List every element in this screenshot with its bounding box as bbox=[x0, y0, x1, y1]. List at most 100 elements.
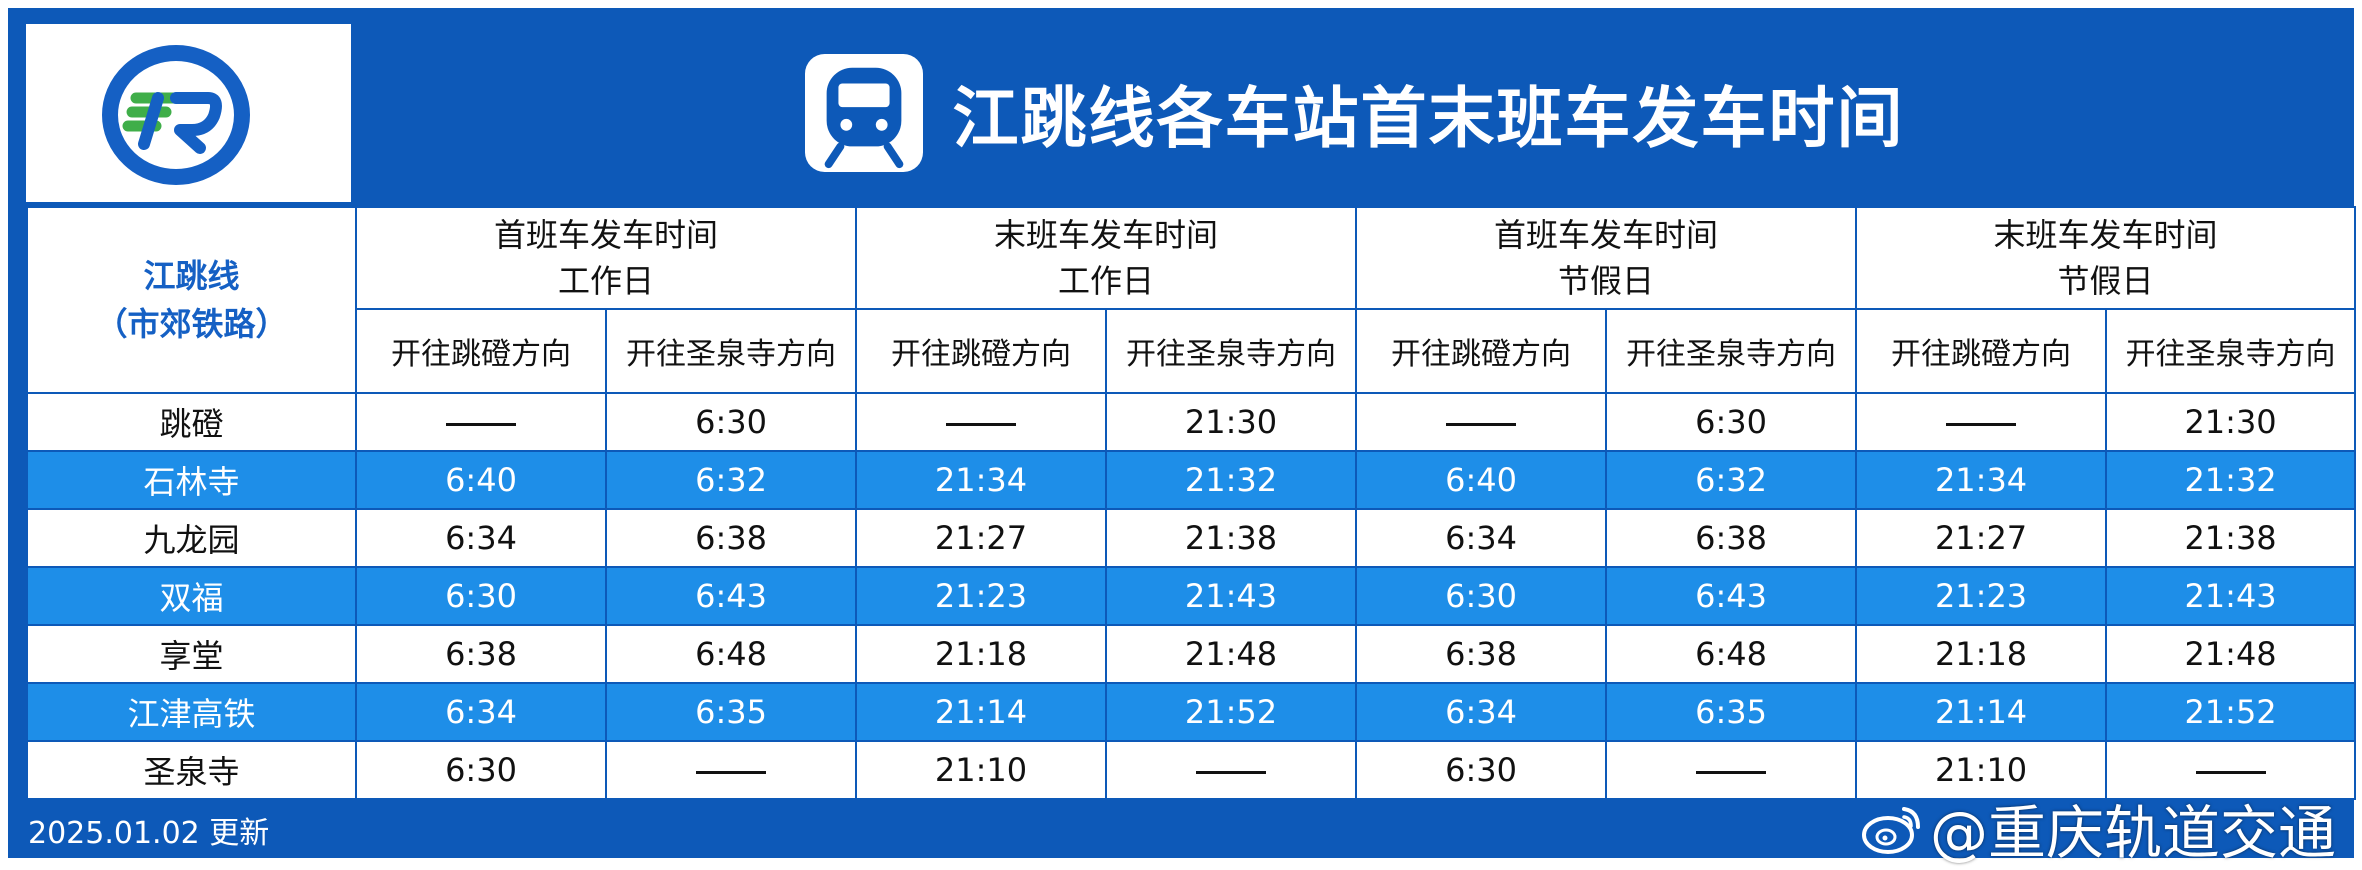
direction-header: 开往圣泉寺方向 bbox=[604, 308, 858, 394]
time-cell: 6:32 bbox=[604, 450, 858, 510]
time-cell: 6:32 bbox=[1605, 450, 1858, 510]
time-cell: 6:40 bbox=[1355, 450, 1608, 510]
rail-logo-icon bbox=[102, 45, 250, 185]
time-cell: 21:52 bbox=[1105, 682, 1358, 742]
direction-header: 开往圣泉寺方向 bbox=[1605, 308, 1858, 394]
no-service-dash bbox=[1196, 770, 1267, 774]
group-header-line1: 首班车发车时间 bbox=[1494, 216, 1719, 254]
page-title: 江跳线各车站首末班车发车时间 bbox=[952, 80, 1905, 157]
no-service-dash bbox=[1696, 770, 1767, 774]
table-row: 双福 6:30 6:43 21:23 21:43 6:30 6:43 21:23 21:43 bbox=[26, 566, 2357, 626]
header-row-groups: 江跳线 （市郊铁路） 首班车发车时间 工作日 末班车发车时间 工作日 首班车发车… bbox=[26, 206, 2357, 394]
time-cell: 6:34 bbox=[1355, 508, 1608, 568]
logo-box bbox=[26, 24, 351, 202]
no-service-dash bbox=[696, 770, 766, 774]
time-cell: 6:43 bbox=[604, 566, 858, 626]
no-service-cell bbox=[355, 392, 607, 452]
table-row: 享堂 6:38 6:48 21:18 21:48 6:38 6:48 21:18 21:48 bbox=[26, 624, 2357, 684]
time-cell: 6:35 bbox=[1605, 682, 1858, 742]
title-bar: 江跳线各车站首末班车发车时间 bbox=[355, 24, 2354, 202]
direction-header: 开往跳磴方向 bbox=[855, 308, 1108, 394]
group-header-line1: 末班车发车时间 bbox=[994, 216, 1219, 254]
time-cell: 21:27 bbox=[1855, 508, 2108, 568]
time-cell: 21:34 bbox=[1855, 450, 2108, 510]
time-cell: 6:38 bbox=[355, 624, 607, 684]
no-service-cell bbox=[1855, 392, 2108, 452]
header-row-directions: 开往跳磴方向 开往圣泉寺方向 开往跳磴方向 开往圣泉寺方向 开往跳磴方向 开往圣泉寺方向开… bbox=[27, 308, 2357, 394]
direction-header: 开往跳磴方向 bbox=[355, 308, 607, 394]
watermark: @重庆轨道交通 bbox=[1860, 786, 2336, 870]
no-service-dash bbox=[946, 422, 1017, 426]
time-cell: 21:32 bbox=[2105, 450, 2357, 510]
no-service-cell bbox=[1355, 392, 1608, 452]
station-name: 享堂 bbox=[26, 624, 357, 684]
watermark-text: @重庆轨道交通 bbox=[1929, 799, 2336, 867]
time-cell: 6:30 bbox=[355, 566, 607, 626]
group-header: 首班车发车时间 工作日 bbox=[354, 206, 858, 310]
group-header-line1: 末班车发车时间 bbox=[1993, 216, 2218, 254]
time-cell: 21:18 bbox=[855, 624, 1108, 684]
time-cell: 21:48 bbox=[2105, 624, 2357, 684]
schedule-table: 江跳线 （市郊铁路） 首班车发车时间 工作日 末班车发车时间 工作日 首班车发车… bbox=[26, 206, 2357, 800]
station-name: 跳磴 bbox=[26, 392, 357, 452]
time-cell: 21:18 bbox=[1855, 624, 2108, 684]
station-name: 石林寺 bbox=[26, 450, 357, 510]
station-rows: 跳磴 6:30 21:30 6:30 21:30 石林寺 6:40 6:32 21:34 21:3… bbox=[26, 392, 2357, 800]
time-cell: 21:23 bbox=[1855, 566, 2108, 626]
time-cell: 6:35 bbox=[604, 682, 858, 742]
no-service-dash bbox=[446, 422, 516, 426]
weibo-icon bbox=[1861, 807, 1920, 854]
time-cell: 21:10 bbox=[1855, 740, 2108, 800]
time-cell: 21:52 bbox=[2105, 682, 2357, 742]
time-cell: 6:38 bbox=[1355, 624, 1608, 684]
time-cell: 6:34 bbox=[355, 508, 607, 568]
time-cell: 6:30 bbox=[355, 740, 607, 800]
group-header: 首班车发车时间 节假日 bbox=[1355, 206, 1858, 310]
time-cell: 6:43 bbox=[1605, 566, 1858, 626]
line-name-cell: 江跳线 （市郊铁路） bbox=[26, 206, 357, 394]
time-cell: 6:38 bbox=[1605, 508, 1858, 568]
time-cell: 21:10 bbox=[855, 740, 1108, 800]
metro-train-icon bbox=[804, 54, 923, 172]
timetable-frame: 江跳线各车站首末班车发车时间 江跳线 （市郊铁路） 首班车发车时间 工作日 末班… bbox=[8, 8, 2357, 867]
group-header-line2: 工作日 bbox=[1058, 262, 1155, 300]
no-service-dash bbox=[1446, 422, 1517, 426]
table-row: 跳磴 6:30 21:30 6:30 21:30 bbox=[26, 392, 2357, 452]
time-cell: 6:40 bbox=[355, 450, 607, 510]
table-row: 九龙园 6:34 6:38 21:27 21:38 6:34 6:38 21:27 21:38 bbox=[26, 508, 2357, 568]
time-cell: 21:43 bbox=[2105, 566, 2357, 626]
time-cell: 21:48 bbox=[1105, 624, 1358, 684]
time-cell: 21:34 bbox=[855, 450, 1108, 510]
line-subtitle: （市郊铁路） bbox=[95, 305, 288, 343]
time-cell: 6:34 bbox=[1355, 682, 1608, 742]
time-cell: 21:27 bbox=[855, 508, 1108, 568]
time-cell: 6:30 bbox=[1355, 740, 1608, 800]
time-cell: 21:38 bbox=[1105, 508, 1358, 568]
table-row: 石林寺 6:40 6:32 21:34 21:32 6:40 6:32 21:34 21:32 bbox=[26, 450, 2357, 510]
no-service-cell bbox=[1605, 740, 1858, 800]
time-cell: 21:32 bbox=[1105, 450, 1358, 510]
station-name: 九龙园 bbox=[26, 508, 357, 568]
line-name: 江跳线 bbox=[143, 257, 240, 295]
time-cell: 21:30 bbox=[2105, 392, 2357, 452]
direction-header: 开往跳磴方向 bbox=[1355, 308, 1608, 394]
no-service-cell bbox=[855, 392, 1108, 452]
table-row: 圣泉寺 6:30 21:10 6:30 21:10 bbox=[26, 740, 2357, 800]
time-cell: 6:30 bbox=[604, 392, 858, 452]
time-cell: 6:48 bbox=[1605, 624, 1858, 684]
no-service-dash bbox=[2195, 770, 2266, 774]
time-cell: 21:43 bbox=[1105, 566, 1358, 626]
time-cell: 21:14 bbox=[855, 682, 1108, 742]
direction-header: 开往圣泉寺方向 bbox=[1105, 308, 1358, 394]
station-name: 圣泉寺 bbox=[26, 740, 357, 800]
time-cell: 21:23 bbox=[855, 566, 1108, 626]
group-header: 末班车发车时间 节假日 bbox=[1855, 206, 2357, 310]
direction-header: 开往圣泉寺方向 bbox=[2105, 308, 2357, 394]
group-header-line2: 工作日 bbox=[558, 262, 655, 300]
update-date: 2025.01.02 更新 bbox=[28, 816, 270, 851]
no-service-cell bbox=[1105, 740, 1358, 800]
group-header: 末班车发车时间 工作日 bbox=[855, 206, 1358, 310]
direction-header: 开往跳磴方向 bbox=[1855, 308, 2108, 394]
time-cell: 6:38 bbox=[604, 508, 858, 568]
station-name: 江津高铁 bbox=[26, 682, 357, 742]
